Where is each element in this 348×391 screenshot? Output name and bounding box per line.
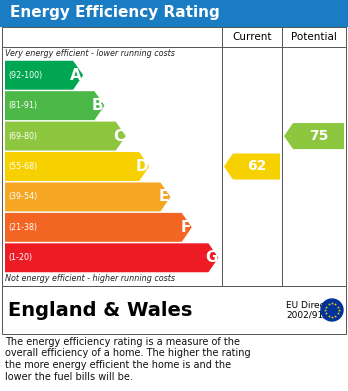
Polygon shape [5,213,192,242]
Polygon shape [224,154,280,179]
Text: Potential: Potential [291,32,337,42]
Text: A: A [70,68,82,83]
Text: the more energy efficient the home is and the: the more energy efficient the home is an… [5,360,231,370]
Text: (92-100): (92-100) [8,71,42,80]
Bar [2,27,346,286]
Polygon shape [5,183,171,212]
Text: Energy Efficiency Rating: Energy Efficiency Rating [10,5,220,20]
Polygon shape [5,61,83,90]
Text: (39-54): (39-54) [8,192,37,201]
Polygon shape [5,243,219,272]
Text: (81-91): (81-91) [8,101,37,110]
Polygon shape [5,152,149,181]
Text: Current: Current [232,32,272,42]
Text: E: E [159,189,169,204]
Text: G: G [205,250,218,265]
Polygon shape [284,123,344,149]
Text: (21-38): (21-38) [8,223,37,232]
Text: Very energy efficient - lower running costs: Very energy efficient - lower running co… [5,49,175,58]
Text: (1-20): (1-20) [8,253,32,262]
Bar [0,0,348,26]
Text: F: F [180,220,191,235]
Text: 62: 62 [247,160,266,174]
Polygon shape [5,122,126,151]
Text: lower the fuel bills will be.: lower the fuel bills will be. [5,371,133,382]
Text: C: C [114,129,125,143]
Text: 75: 75 [309,129,328,143]
Text: EU Directive: EU Directive [286,301,342,310]
Text: The energy efficiency rating is a measure of the: The energy efficiency rating is a measur… [5,337,240,347]
Circle shape [321,299,343,321]
Text: (55-68): (55-68) [8,162,37,171]
Text: (69-80): (69-80) [8,131,37,141]
Text: Not energy efficient - higher running costs: Not energy efficient - higher running co… [5,274,175,283]
Polygon shape [5,91,104,120]
Text: D: D [136,159,148,174]
Text: B: B [92,98,103,113]
Bar [2,286,346,334]
Text: overall efficiency of a home. The higher the rating: overall efficiency of a home. The higher… [5,348,251,359]
Text: England & Wales: England & Wales [8,301,192,319]
Text: 2002/91/EC: 2002/91/EC [286,310,338,319]
